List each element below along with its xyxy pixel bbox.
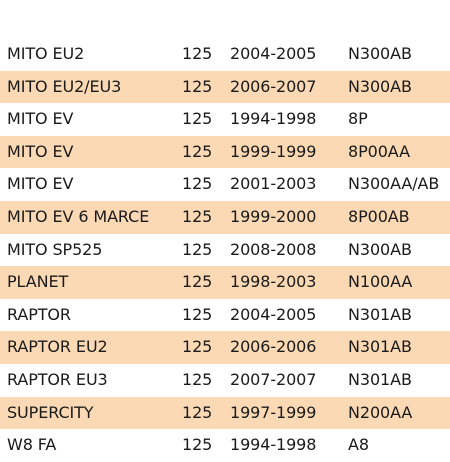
code-cell: N200AA — [348, 402, 413, 422]
code-cell: N301AB — [348, 337, 412, 357]
displacement-cell: 125 — [182, 369, 213, 389]
years-cell: 2004-2005 — [230, 304, 317, 324]
table-row: MITO SP525 125 2008-2008 N300AB — [0, 233, 450, 267]
code-cell: N300AB — [348, 44, 412, 63]
displacement-cell: 125 — [182, 141, 213, 161]
model-cell: MITO EU2 — [7, 44, 85, 63]
years-cell: 2007-2007 — [230, 369, 317, 389]
years-cell: 2006-2006 — [230, 337, 317, 357]
displacement-cell: 125 — [182, 109, 213, 129]
table-row: RAPTOR EU3 125 2007-2007 N301AB — [0, 363, 450, 397]
displacement-cell: 125 — [182, 76, 213, 96]
model-cell: RAPTOR EU2 — [7, 337, 108, 357]
years-cell: 1997-1999 — [230, 402, 317, 422]
table-row: MITO EV 6 MARCE 125 1999-2000 8P00AB — [0, 200, 450, 234]
code-cell: 8P — [348, 109, 368, 129]
code-cell: A8 — [348, 435, 369, 455]
table-row: MITO EU2 125 2004-2005 N300AB — [0, 38, 450, 71]
compatibility-table: MITO EU2 125 2004-2005 N300AB MITO EU2/E… — [0, 38, 450, 462]
model-cell: MITO EV — [7, 109, 74, 129]
code-cell: N300AB — [348, 76, 412, 96]
table-row: MITO EV 125 2001-2003 N300AA/AB — [0, 168, 450, 201]
model-cell: PLANET — [7, 272, 69, 292]
table-row: MITO EU2/EU3 125 2006-2007 N300AB — [0, 70, 450, 104]
table-row: W8 FA 125 1994-1998 A8 — [0, 429, 450, 462]
years-cell: 2006-2007 — [230, 76, 317, 96]
years-cell: 1999-1999 — [230, 141, 317, 161]
model-cell: SUPERCITY — [7, 402, 94, 422]
model-cell: MITO EV 6 MARCE — [7, 206, 150, 226]
table-row: RAPTOR 125 2004-2005 N301AB — [0, 298, 450, 332]
model-cell: RAPTOR — [7, 304, 71, 324]
model-cell: RAPTOR EU3 — [7, 369, 108, 389]
years-cell: 2004-2005 — [230, 44, 317, 63]
table-row: MITO EV 125 1999-1999 8P00AA — [0, 135, 450, 169]
displacement-cell: 125 — [182, 206, 213, 226]
model-cell: MITO EV — [7, 141, 74, 161]
years-cell: 1994-1998 — [230, 109, 317, 129]
years-cell: 2008-2008 — [230, 239, 317, 259]
model-cell: MITO EV — [7, 174, 74, 194]
displacement-cell: 125 — [182, 304, 213, 324]
code-cell: 8P00AB — [348, 206, 410, 226]
displacement-cell: 125 — [182, 174, 213, 194]
displacement-cell: 125 — [182, 402, 213, 422]
displacement-cell: 125 — [182, 239, 213, 259]
model-cell: MITO SP525 — [7, 239, 103, 259]
code-cell: N100AA — [348, 272, 413, 292]
model-cell: W8 FA — [7, 435, 57, 455]
code-cell: N301AB — [348, 304, 412, 324]
model-cell: MITO EU2/EU3 — [7, 76, 122, 96]
table-row: PLANET 125 1998-2003 N100AA — [0, 266, 450, 299]
years-cell: 1994-1998 — [230, 435, 317, 455]
code-cell: N301AB — [348, 369, 412, 389]
code-cell: N300AB — [348, 239, 412, 259]
years-cell: 2001-2003 — [230, 174, 317, 194]
years-cell: 1999-2000 — [230, 206, 317, 226]
displacement-cell: 125 — [182, 435, 213, 455]
table-row: MITO EV 125 1994-1998 8P — [0, 103, 450, 136]
displacement-cell: 125 — [182, 272, 213, 292]
table-row: SUPERCITY 125 1997-1999 N200AA — [0, 396, 450, 430]
table-row: RAPTOR EU2 125 2006-2006 N301AB — [0, 331, 450, 364]
years-cell: 1998-2003 — [230, 272, 317, 292]
code-cell: N300AA/AB — [348, 174, 440, 194]
displacement-cell: 125 — [182, 44, 213, 63]
displacement-cell: 125 — [182, 337, 213, 357]
code-cell: 8P00AA — [348, 141, 410, 161]
